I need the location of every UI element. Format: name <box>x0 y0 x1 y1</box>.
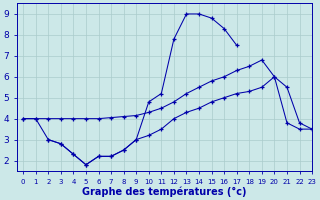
X-axis label: Graphe des températures (°c): Graphe des températures (°c) <box>82 186 247 197</box>
